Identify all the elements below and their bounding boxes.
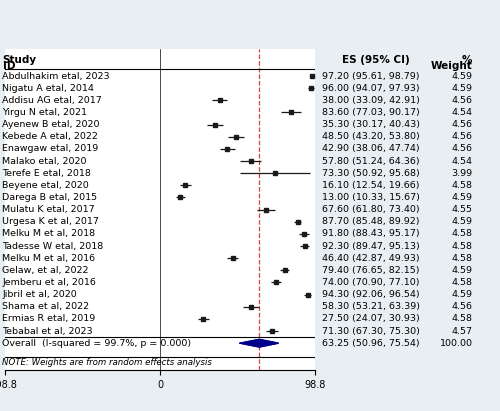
Text: 4.54: 4.54 xyxy=(452,157,472,166)
Text: Melku M et al, 2016: Melku M et al, 2016 xyxy=(2,254,96,263)
Text: Enawgaw etal, 2019: Enawgaw etal, 2019 xyxy=(2,144,99,153)
Polygon shape xyxy=(240,339,279,347)
Text: Addisu AG etal, 2017: Addisu AG etal, 2017 xyxy=(2,96,102,105)
Text: 13.00 (10.33, 15.67): 13.00 (10.33, 15.67) xyxy=(322,193,420,202)
Text: 63.25 (50.96, 75.54): 63.25 (50.96, 75.54) xyxy=(322,339,420,348)
Text: Darega B etal, 2015: Darega B etal, 2015 xyxy=(2,193,98,202)
Text: 42.90 (38.06, 47.74): 42.90 (38.06, 47.74) xyxy=(322,144,420,153)
Text: 4.58: 4.58 xyxy=(452,314,472,323)
Text: 4.59: 4.59 xyxy=(452,84,472,92)
Text: Nigatu A etal, 2014: Nigatu A etal, 2014 xyxy=(2,84,94,92)
Text: 74.00 (70.90, 77.10): 74.00 (70.90, 77.10) xyxy=(322,278,420,287)
Text: Ermias R etal, 2019: Ermias R etal, 2019 xyxy=(2,314,96,323)
Text: Terefe E etal, 2018: Terefe E etal, 2018 xyxy=(2,169,92,178)
Text: 71.30 (67.30, 75.30): 71.30 (67.30, 75.30) xyxy=(322,327,420,335)
Text: Tadesse W etal, 2018: Tadesse W etal, 2018 xyxy=(2,242,104,251)
Text: 4.58: 4.58 xyxy=(452,242,472,251)
Text: Jibril et al, 2020: Jibril et al, 2020 xyxy=(2,290,77,299)
Text: 38.00 (33.09, 42.91): 38.00 (33.09, 42.91) xyxy=(322,96,420,105)
Text: Urgesa K et al, 2017: Urgesa K et al, 2017 xyxy=(2,217,100,226)
Text: 58.30 (53.21, 63.39): 58.30 (53.21, 63.39) xyxy=(322,302,420,311)
Text: Beyene etal, 2020: Beyene etal, 2020 xyxy=(2,181,89,190)
Text: 57.80 (51.24, 64.36): 57.80 (51.24, 64.36) xyxy=(322,157,420,166)
Text: 4.59: 4.59 xyxy=(452,290,472,299)
Text: %: % xyxy=(462,55,472,65)
Text: 91.80 (88.43, 95.17): 91.80 (88.43, 95.17) xyxy=(322,229,420,238)
Text: Ayenew B etal, 2020: Ayenew B etal, 2020 xyxy=(2,120,100,129)
Text: Tebabal et al, 2023: Tebabal et al, 2023 xyxy=(2,327,93,335)
Text: Study: Study xyxy=(2,55,36,65)
Text: 48.50 (43.20, 53.80): 48.50 (43.20, 53.80) xyxy=(322,132,420,141)
Text: Overall  (I-squared = 99.7%, p = 0.000): Overall (I-squared = 99.7%, p = 0.000) xyxy=(2,339,192,348)
Text: 46.40 (42.87, 49.93): 46.40 (42.87, 49.93) xyxy=(322,254,420,263)
Text: Yirgu N etal, 2021: Yirgu N etal, 2021 xyxy=(2,108,87,117)
Text: Mulatu K etal, 2017: Mulatu K etal, 2017 xyxy=(2,205,95,214)
Text: 4.58: 4.58 xyxy=(452,278,472,287)
Text: 4.56: 4.56 xyxy=(452,302,472,311)
Text: 4.58: 4.58 xyxy=(452,254,472,263)
Text: Gelaw, et al, 2022: Gelaw, et al, 2022 xyxy=(2,266,89,275)
Text: 96.00 (94.07, 97.93): 96.00 (94.07, 97.93) xyxy=(322,84,420,92)
Text: 67.60 (61.80, 73.40): 67.60 (61.80, 73.40) xyxy=(322,205,420,214)
Text: 97.20 (95.61, 98.79): 97.20 (95.61, 98.79) xyxy=(322,72,420,81)
Text: 79.40 (76.65, 82.15): 79.40 (76.65, 82.15) xyxy=(322,266,420,275)
Text: Melku M et al, 2018: Melku M et al, 2018 xyxy=(2,229,96,238)
Text: 100.00: 100.00 xyxy=(440,339,472,348)
Text: ES (95% CI): ES (95% CI) xyxy=(342,55,410,65)
Text: 4.57: 4.57 xyxy=(452,327,472,335)
Text: 4.56: 4.56 xyxy=(452,132,472,141)
Text: Malako etal, 2020: Malako etal, 2020 xyxy=(2,157,87,166)
Text: 83.60 (77.03, 90.17): 83.60 (77.03, 90.17) xyxy=(322,108,420,117)
Text: 16.10 (12.54, 19.66): 16.10 (12.54, 19.66) xyxy=(322,181,420,190)
Text: 73.30 (50.92, 95.68): 73.30 (50.92, 95.68) xyxy=(322,169,420,178)
Text: Jemberu et al, 2016: Jemberu et al, 2016 xyxy=(2,278,96,287)
Text: 4.59: 4.59 xyxy=(452,72,472,81)
Text: 87.70 (85.48, 89.92): 87.70 (85.48, 89.92) xyxy=(322,217,420,226)
Text: 4.59: 4.59 xyxy=(452,266,472,275)
Text: ID: ID xyxy=(2,61,15,71)
Text: 4.56: 4.56 xyxy=(452,120,472,129)
Text: 35.30 (30.17, 40.43): 35.30 (30.17, 40.43) xyxy=(322,120,420,129)
Text: 94.30 (92.06, 96.54): 94.30 (92.06, 96.54) xyxy=(322,290,420,299)
Text: 4.56: 4.56 xyxy=(452,144,472,153)
Text: 4.58: 4.58 xyxy=(452,181,472,190)
Text: 27.50 (24.07, 30.93): 27.50 (24.07, 30.93) xyxy=(322,314,420,323)
Text: 4.55: 4.55 xyxy=(452,205,472,214)
Text: NOTE: Weights are from random effects analysis: NOTE: Weights are from random effects an… xyxy=(2,358,212,367)
Text: 4.59: 4.59 xyxy=(452,193,472,202)
Text: Weight: Weight xyxy=(431,61,472,71)
Text: Shama et al, 2022: Shama et al, 2022 xyxy=(2,302,90,311)
Text: 4.58: 4.58 xyxy=(452,229,472,238)
Text: 4.56: 4.56 xyxy=(452,96,472,105)
Text: Abdulhakim etal, 2023: Abdulhakim etal, 2023 xyxy=(2,72,110,81)
Text: 4.54: 4.54 xyxy=(452,108,472,117)
Text: 92.30 (89.47, 95.13): 92.30 (89.47, 95.13) xyxy=(322,242,420,251)
Text: 3.99: 3.99 xyxy=(452,169,472,178)
Text: 4.59: 4.59 xyxy=(452,217,472,226)
Text: Kebede A etal, 2022: Kebede A etal, 2022 xyxy=(2,132,98,141)
